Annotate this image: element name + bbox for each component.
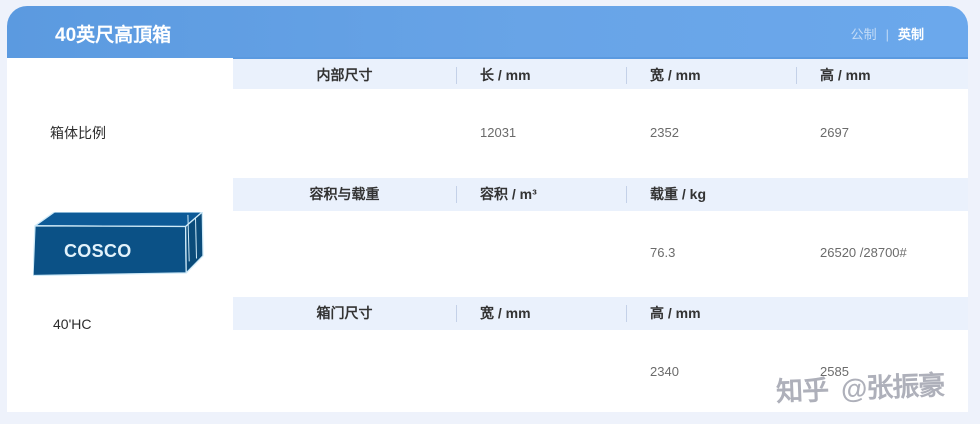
- svg-text:COSCO: COSCO: [64, 241, 132, 261]
